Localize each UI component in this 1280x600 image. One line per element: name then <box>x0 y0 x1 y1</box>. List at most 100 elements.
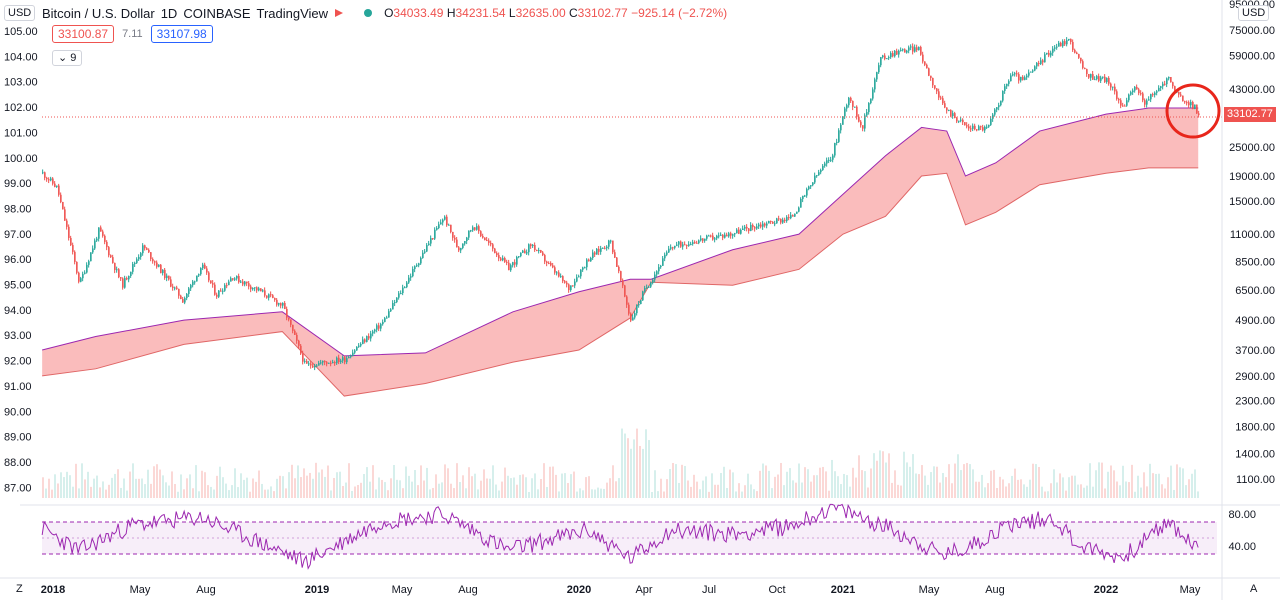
rsi-band <box>42 522 1217 554</box>
candle-body <box>1170 76 1172 83</box>
volume-bar <box>918 474 920 498</box>
candle-body <box>870 98 872 104</box>
candle-body <box>1140 93 1142 95</box>
volume-bar <box>525 477 527 498</box>
candle-body <box>616 257 618 267</box>
indicators-toggle[interactable]: ⌄ 9 <box>52 50 83 66</box>
candle-body <box>1128 94 1130 101</box>
candle-body <box>174 287 176 289</box>
candle-body <box>678 241 680 245</box>
buy-button[interactable]: 33107.98 <box>150 25 213 43</box>
candle-body <box>220 290 222 292</box>
candle-body <box>242 281 244 285</box>
candle-body <box>384 318 386 322</box>
candle-body <box>794 213 796 217</box>
volume-bar <box>1080 484 1082 498</box>
sell-button[interactable]: 33100.87 <box>52 25 115 43</box>
price-axis[interactable]: 95000.0075000.0059000.0043000.0025000.00… <box>1221 0 1275 600</box>
time-axis[interactable]: 2018 May Aug 2019 May Aug 2020 Apr Jul Oct 2021 May… <box>0 577 1280 596</box>
volume-bar <box>516 484 518 498</box>
volume-bar <box>96 475 98 498</box>
candle-body <box>926 64 928 69</box>
interval[interactable]: 1D <box>160 5 178 21</box>
candle-body <box>114 262 116 270</box>
candle-body <box>574 281 576 286</box>
candle-body <box>326 362 328 364</box>
volume-bar <box>348 463 350 498</box>
volume-bar <box>309 472 311 498</box>
volume-bar <box>222 477 224 498</box>
volume-bar <box>759 470 761 498</box>
currency-selector-right[interactable]: USD <box>1238 5 1270 21</box>
time-axis-tick: Oct <box>768 584 785 596</box>
candle-body <box>456 239 458 248</box>
volume-bar <box>66 471 68 498</box>
candle-body <box>436 228 438 230</box>
volume-bar <box>1173 489 1175 498</box>
flag-icon[interactable] <box>334 8 344 18</box>
volume-bar <box>54 474 56 498</box>
candle-body <box>738 229 740 234</box>
candle-body <box>202 264 204 269</box>
candle-body <box>552 265 554 268</box>
volume-bar <box>573 471 575 498</box>
volume-bar <box>777 474 779 498</box>
candle-body <box>986 126 988 128</box>
candle-body <box>800 198 802 208</box>
market-status-icon <box>364 9 373 17</box>
candle-body <box>902 49 904 51</box>
candle-body <box>150 252 152 260</box>
volume-bar <box>369 481 371 498</box>
candle-body <box>554 267 556 273</box>
volume-bar <box>642 448 644 498</box>
candle-body <box>400 293 402 295</box>
candle-body <box>270 294 272 296</box>
time-axis-tick: 2022 <box>1094 584 1118 596</box>
volume-bar <box>825 471 827 498</box>
last-price-label: 33102.77 <box>1224 107 1276 122</box>
candle-body <box>276 299 278 305</box>
time-axis-tick: Jul <box>702 584 716 596</box>
volume-bar <box>489 478 491 498</box>
volume-bar <box>186 478 188 498</box>
candle-body <box>892 53 894 57</box>
candle-body <box>586 259 588 268</box>
rsi-axis-tick: 40.00 <box>1228 541 1256 553</box>
candle-body <box>850 97 852 101</box>
candle-body <box>836 141 838 144</box>
candle-body <box>210 280 212 284</box>
candle-body <box>1112 86 1114 88</box>
candle-body <box>498 255 500 259</box>
volume-bar <box>600 488 602 498</box>
volume-bar <box>990 470 992 498</box>
candle-body <box>192 281 194 286</box>
volume-bar <box>285 488 287 498</box>
price-axis-tick: 25000.00 <box>1229 142 1275 154</box>
volume-bar <box>756 491 758 498</box>
candle-body <box>236 275 238 279</box>
candle-body <box>290 319 292 325</box>
candle-body <box>298 340 300 346</box>
volume-bar <box>657 491 659 498</box>
auto-scale-icon[interactable]: A <box>1250 583 1258 595</box>
volume-bar <box>615 481 617 498</box>
candle-body <box>1150 94 1152 100</box>
candle-body <box>1076 52 1078 55</box>
volume-bar <box>1110 465 1112 498</box>
candle-body <box>756 226 758 229</box>
volume-bar <box>1071 475 1073 498</box>
volume-bar <box>915 473 917 498</box>
currency-selector-left[interactable]: USD <box>4 5 36 21</box>
candle-body <box>392 303 394 310</box>
candle-body <box>852 100 854 107</box>
candle-body <box>376 325 378 330</box>
volume-bar <box>978 481 980 498</box>
candle-body <box>834 143 836 156</box>
candle-body <box>610 240 612 242</box>
candle-body <box>128 276 130 280</box>
zoom-icon[interactable]: Z <box>16 583 23 595</box>
candle-body <box>198 274 200 276</box>
candle-body <box>154 261 156 263</box>
candle-body <box>804 195 806 197</box>
